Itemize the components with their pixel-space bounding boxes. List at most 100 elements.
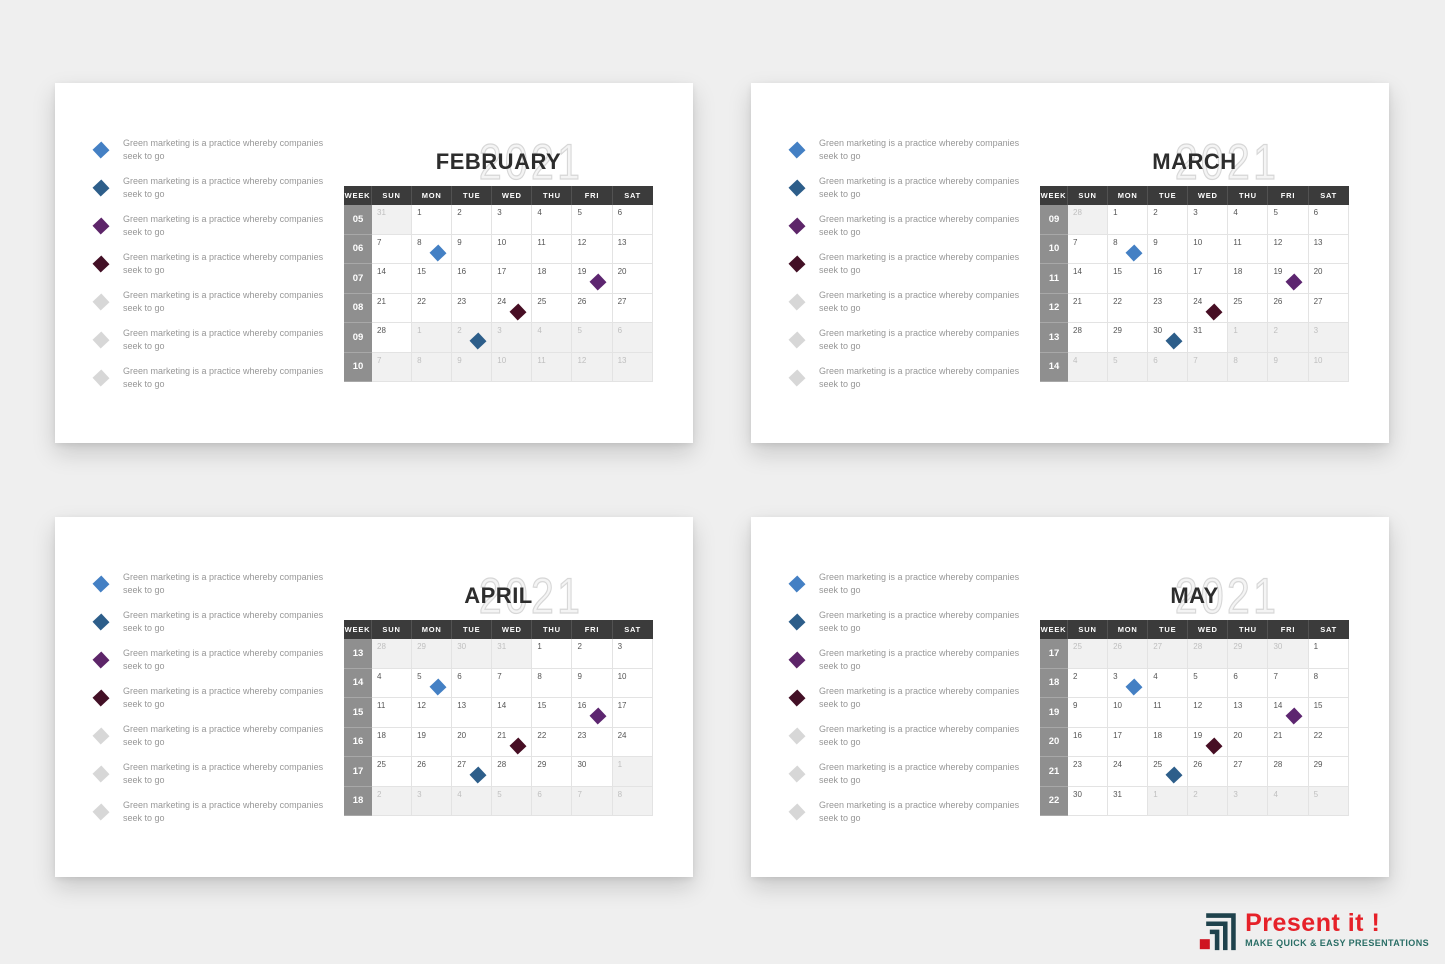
- day-number: 1: [617, 760, 623, 769]
- day-cell: 25: [1068, 639, 1109, 669]
- diamond-bullet-icon: [788, 369, 806, 387]
- legend-item: Green marketing is a practice whereby co…: [92, 603, 330, 641]
- event-diamond-marker: [509, 303, 527, 320]
- day-cell: 28: [492, 757, 533, 787]
- day-number: 25: [537, 296, 547, 306]
- day-cell: 1: [1308, 639, 1349, 669]
- day-cell: 24: [1108, 757, 1149, 787]
- day-number: 12: [1273, 237, 1283, 247]
- day-number: 8: [417, 355, 422, 365]
- day-number: 20: [1233, 730, 1243, 740]
- day-cell: 28: [1068, 205, 1109, 235]
- day-cell: 13: [1228, 698, 1269, 728]
- day-header-tue: TUE: [1148, 186, 1189, 205]
- day-cell: 7: [1068, 234, 1109, 264]
- legend-item: Green marketing is a practice whereby co…: [92, 359, 330, 397]
- day-number: 24: [1193, 296, 1203, 306]
- day-cell: 30: [452, 639, 493, 669]
- day-cell: 30: [1268, 639, 1309, 669]
- day-number: 8: [417, 237, 422, 247]
- month-title: FEBRUARY: [435, 149, 562, 174]
- day-cell: 2: [452, 323, 493, 353]
- day-cell: 1: [1148, 786, 1189, 816]
- day-number: 10: [497, 237, 507, 247]
- day-number: 10: [617, 671, 627, 681]
- day-cell: 2: [1188, 786, 1229, 816]
- day-cell: 2: [452, 205, 493, 235]
- day-header-sun: SUN: [1068, 186, 1109, 205]
- day-number: 4: [1153, 671, 1158, 681]
- day-cell: 24: [612, 727, 653, 757]
- legend-text: Green marketing is a practice whereby co…: [123, 571, 324, 595]
- day-number: 28: [1073, 208, 1082, 217]
- day-number: 20: [617, 267, 627, 276]
- day-cell: 18: [372, 727, 413, 757]
- day-cell: 18: [1148, 727, 1189, 757]
- day-header-sat: SAT: [612, 620, 653, 639]
- week-number-cell: 09: [344, 323, 372, 353]
- day-number: 7: [1193, 355, 1198, 365]
- day-number: 25: [1073, 642, 1082, 651]
- day-number: 1: [1113, 208, 1118, 217]
- day-number: 4: [537, 326, 542, 335]
- day-number: 17: [617, 701, 627, 710]
- week-column-header: WEEK: [344, 620, 372, 639]
- day-cell: 10: [492, 234, 533, 264]
- legend-item: Green marketing is a practice whereby co…: [92, 283, 330, 321]
- day-cell: 10: [1188, 234, 1229, 264]
- event-diamond-marker: [1125, 678, 1143, 695]
- day-cell: 15: [532, 698, 573, 728]
- day-number: 26: [577, 296, 587, 306]
- week-number-cell: 21: [1040, 757, 1068, 787]
- day-cell: 3: [492, 205, 533, 235]
- day-number: 2: [1073, 671, 1078, 681]
- day-number: 4: [1073, 355, 1078, 365]
- day-number: 31: [1113, 789, 1122, 799]
- day-cell: 20: [1308, 264, 1349, 294]
- day-cell: 6: [612, 205, 653, 235]
- day-cell: 28: [1268, 757, 1309, 787]
- day-cell: 29: [412, 639, 453, 669]
- day-cell: 19: [412, 727, 453, 757]
- day-header-mon: MON: [412, 186, 453, 205]
- day-number: 8: [617, 789, 623, 799]
- day-header-thu: THU: [532, 186, 573, 205]
- day-number: 28: [497, 760, 507, 769]
- legend-text: Green marketing is a practice whereby co…: [123, 175, 324, 199]
- legend-text: Green marketing is a practice whereby co…: [123, 609, 324, 633]
- day-number: 26: [1193, 760, 1203, 769]
- day-cell: 9: [452, 234, 493, 264]
- day-header-sat: SAT: [612, 186, 653, 205]
- day-number: 1: [417, 326, 422, 335]
- day-cell: 3: [1308, 323, 1349, 353]
- day-number: 20: [1313, 267, 1323, 276]
- week-number-cell: 17: [344, 757, 372, 787]
- legend-item: Green marketing is a practice whereby co…: [92, 207, 330, 245]
- legend-text: Green marketing is a practice whereby co…: [819, 289, 1020, 313]
- week-number-cell: 09: [1040, 205, 1068, 235]
- legend-item: Green marketing is a practice whereby co…: [788, 603, 1026, 641]
- day-cell: 4: [1268, 786, 1309, 816]
- day-number: 12: [577, 237, 587, 247]
- day-number: 12: [577, 355, 587, 365]
- legend-text: Green marketing is a practice whereby co…: [123, 251, 324, 275]
- day-cell: 4: [1148, 668, 1189, 698]
- day-cell: 11: [1228, 234, 1269, 264]
- week-number-cell: 11: [1040, 264, 1068, 294]
- day-number: 9: [457, 355, 462, 365]
- day-number: 26: [417, 760, 426, 769]
- day-cell: 8: [1228, 352, 1269, 382]
- day-cell: 7: [1188, 352, 1229, 382]
- legend-text: Green marketing is a practice whereby co…: [819, 213, 1020, 237]
- legend-item: Green marketing is a practice whereby co…: [92, 321, 330, 359]
- month-title: MARCH: [1152, 149, 1237, 174]
- day-number: 2: [1193, 789, 1198, 799]
- legend-text: Green marketing is a practice whereby co…: [819, 137, 1020, 161]
- day-cell: 3: [492, 323, 533, 353]
- day-number: 13: [617, 237, 627, 247]
- day-cell: 27: [1228, 757, 1269, 787]
- week-column-header: WEEK: [1040, 620, 1068, 639]
- day-cell: 15: [1108, 264, 1149, 294]
- day-cell: 9: [1068, 698, 1109, 728]
